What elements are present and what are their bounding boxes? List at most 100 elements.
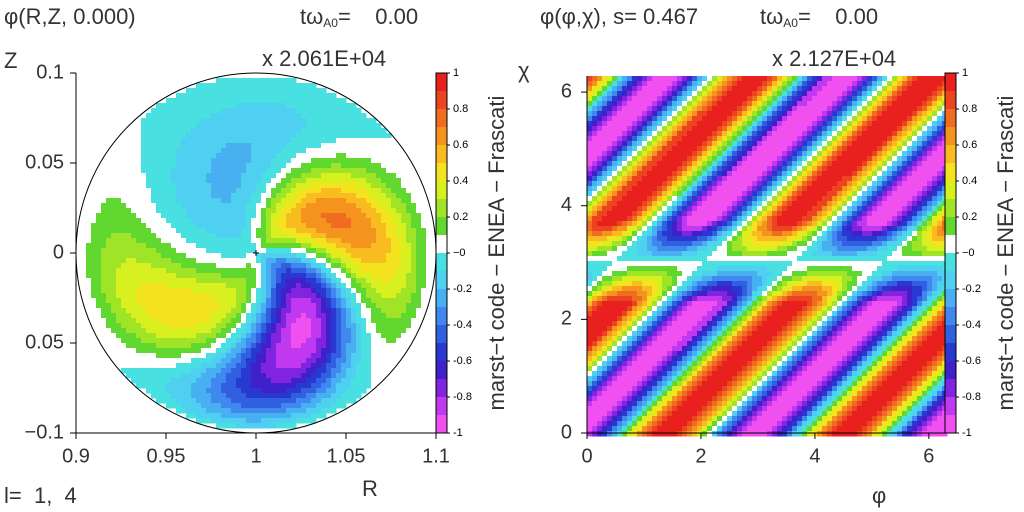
- contour-cell: [196, 263, 202, 269]
- contour-cell: [161, 298, 167, 304]
- contour-cell: [266, 388, 272, 394]
- contour-cell: [181, 408, 187, 414]
- contour-cell: [396, 303, 402, 309]
- contour-cell: [206, 118, 212, 124]
- contour-cell: [286, 373, 292, 379]
- contour-cell: [782, 96, 788, 102]
- contour-cell: [366, 303, 372, 309]
- contour-cell: [226, 398, 232, 404]
- contour-cell: [171, 113, 177, 119]
- contour-cell: [286, 238, 292, 244]
- contour-cell: [251, 228, 257, 234]
- contour-cell: [291, 203, 297, 209]
- contour-cell: [261, 373, 267, 379]
- contour-cell: [772, 106, 778, 112]
- contour-cell: [146, 273, 152, 279]
- contour-cell: [426, 268, 432, 274]
- contour-cell: [286, 183, 292, 189]
- contour-cell: [376, 228, 382, 234]
- contour-cell: [126, 233, 132, 239]
- contour-cell: [787, 131, 793, 137]
- contour-cell: [106, 328, 112, 334]
- contour-cell: [276, 223, 282, 229]
- contour-cell: [311, 418, 317, 424]
- colorbar-swatch: [436, 271, 447, 290]
- contour-cell: [171, 373, 177, 379]
- contour-cell: [291, 233, 297, 239]
- contour-cell: [386, 313, 392, 319]
- contour-cell: [196, 143, 202, 149]
- contour-cell: [131, 183, 137, 189]
- contour-cell: [376, 123, 382, 129]
- contour-cell: [206, 208, 212, 214]
- contour-cell: [126, 143, 132, 149]
- contour-cell: [657, 136, 663, 142]
- contour-cell: [266, 193, 272, 199]
- contour-cell: [236, 188, 242, 194]
- contour-cell: [306, 253, 312, 259]
- contour-cell: [241, 398, 247, 404]
- contour-cell: [231, 363, 237, 369]
- contour-cell: [286, 358, 292, 364]
- contour-cell: [892, 76, 898, 82]
- contour-cell: [211, 138, 217, 144]
- contour-cell: [221, 113, 227, 119]
- contour-cell: [306, 263, 312, 269]
- contour-cell: [211, 88, 217, 94]
- contour-cell: [231, 413, 237, 419]
- contour-cell: [176, 153, 182, 159]
- contour-cell: [341, 363, 347, 369]
- contour-cell: [907, 91, 913, 97]
- contour-cell: [106, 323, 112, 329]
- contour-cell: [361, 218, 367, 224]
- contour-cell: [311, 378, 317, 384]
- contour-cell: [236, 208, 242, 214]
- contour-cell: [376, 373, 382, 379]
- contour-cell: [141, 158, 147, 164]
- contour-cell: [136, 258, 142, 264]
- contour-cell: [361, 153, 367, 159]
- contour-cell: [782, 91, 788, 97]
- contour-cell: [331, 298, 337, 304]
- contour-cell: [146, 198, 152, 204]
- contour-cell: [927, 96, 933, 102]
- contour-cell: [156, 363, 162, 369]
- contour-cell: [872, 116, 878, 122]
- contour-cell: [196, 333, 202, 339]
- contour-cell: [226, 423, 232, 429]
- contour-cell: [351, 168, 357, 174]
- contour-cell: [672, 76, 678, 82]
- contour-cell: [221, 333, 227, 339]
- contour-cell: [246, 88, 252, 94]
- contour-cell: [346, 153, 352, 159]
- contour-cell: [151, 163, 157, 169]
- contour-cell: [341, 328, 347, 334]
- contour-cell: [607, 121, 613, 127]
- contour-cell: [286, 333, 292, 339]
- contour-cell: [176, 398, 182, 404]
- contour-cell: [361, 373, 367, 379]
- contour-cell: [682, 106, 688, 112]
- contour-cell: [256, 393, 262, 399]
- contour-cell: [391, 188, 397, 194]
- contour-cell: [381, 268, 387, 274]
- contour-cell: [321, 88, 327, 94]
- contour-cell: [336, 223, 342, 229]
- contour-cell: [181, 293, 187, 299]
- contour-cell: [306, 188, 312, 194]
- contour-cell: [231, 318, 237, 324]
- contour-cell: [336, 378, 342, 384]
- contour-cell: [216, 193, 222, 199]
- contour-cell: [171, 168, 177, 174]
- contour-cell: [777, 101, 783, 107]
- contour-cell: [862, 126, 868, 132]
- contour-cell: [657, 76, 663, 82]
- contour-cell: [291, 278, 297, 284]
- contour-cell: [291, 258, 297, 264]
- contour-cell: [887, 96, 893, 102]
- contour-cell: [381, 258, 387, 264]
- contour-cell: [241, 358, 247, 364]
- contour-cell: [166, 308, 172, 314]
- contour-cell: [156, 203, 162, 209]
- contour-cell: [146, 243, 152, 249]
